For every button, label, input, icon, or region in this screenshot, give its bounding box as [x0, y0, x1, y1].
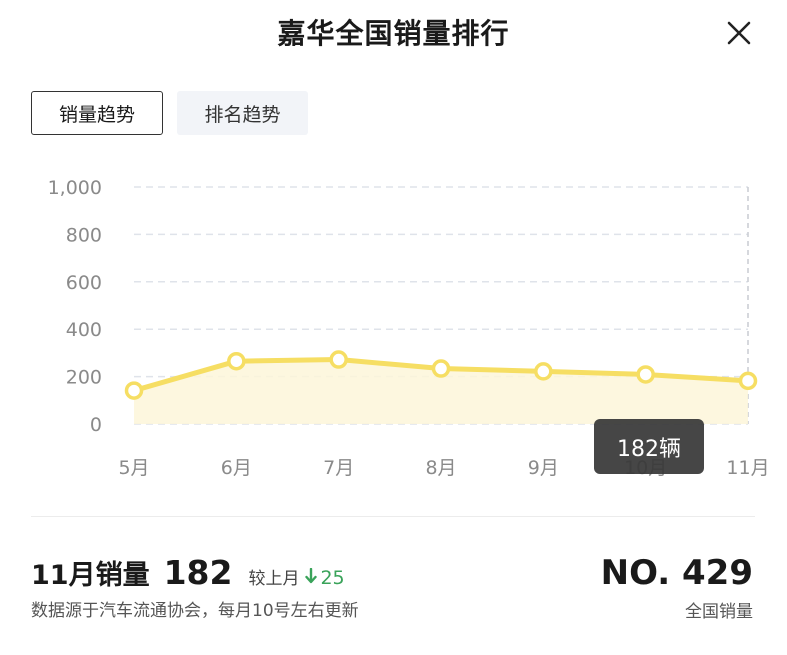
y-tick-label: 600	[66, 272, 102, 294]
national-rank-label: 全国销量	[685, 602, 753, 622]
compare-label: 较上月	[248, 569, 300, 589]
month-diff-value: 25	[320, 567, 345, 589]
x-tick-label: 11月	[726, 457, 769, 479]
series-area	[134, 359, 748, 424]
tab-sales-trend[interactable]: 销量趋势	[31, 91, 163, 135]
chart-tooltip: 182辆	[594, 419, 704, 474]
arrow-down-icon	[305, 567, 318, 589]
sales-value: 182	[163, 553, 233, 592]
data-point	[329, 350, 348, 369]
x-tick-label: 8月	[425, 457, 456, 479]
tab-bar: 销量趋势 排名趋势	[31, 91, 308, 135]
data-point	[227, 351, 246, 371]
data-point	[636, 365, 655, 384]
summary-line: 11月销量 182 较上月 25	[31, 553, 345, 592]
divider	[31, 516, 755, 517]
source-note: 数据源于汽车流通协会，每月10号左右更新	[31, 601, 359, 621]
close-button[interactable]	[724, 18, 754, 48]
national-rank: NO. 429	[600, 553, 753, 593]
month-sales-label: 11月销量	[31, 560, 150, 591]
tab-rank-trend[interactable]: 排名趋势	[177, 91, 308, 135]
x-tick-label: 5月	[118, 457, 149, 479]
close-icon	[727, 21, 751, 45]
y-tick-label: 200	[66, 367, 102, 389]
y-tick-label: 800	[66, 224, 102, 246]
y-tick-label: 1,000	[48, 177, 102, 199]
x-tick-label: 7月	[323, 457, 354, 479]
data-point	[534, 362, 553, 381]
data-point	[738, 371, 758, 391]
x-tick-label: 9月	[528, 457, 559, 479]
y-tick-label: 400	[66, 319, 102, 341]
data-point	[124, 381, 144, 400]
y-tick-label: 0	[90, 414, 102, 436]
x-tick-label: 6月	[221, 457, 252, 479]
page-title: 嘉华全国销量排行	[277, 17, 510, 50]
data-point	[431, 359, 451, 378]
